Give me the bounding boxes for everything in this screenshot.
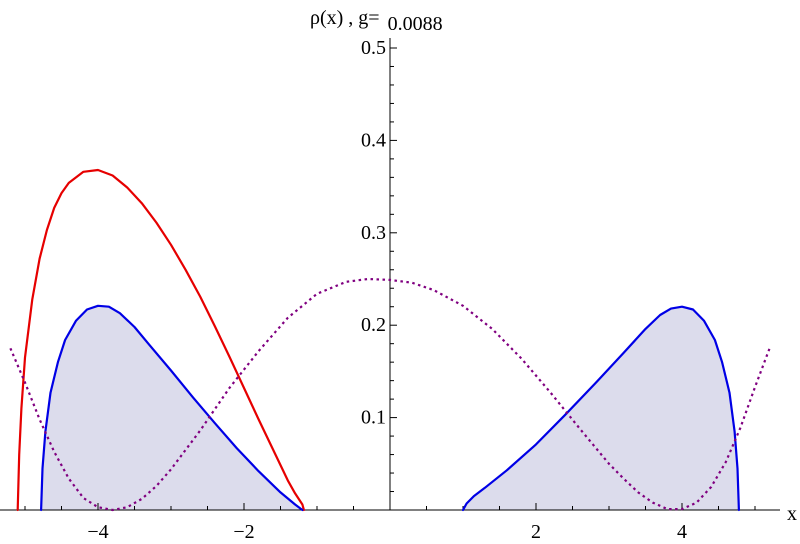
y-tick-label: 0.2	[361, 314, 386, 336]
x-tick-label: 2	[531, 521, 541, 543]
axes	[0, 38, 780, 511]
series-1-fill	[41, 305, 303, 510]
x-tick-label: 4	[677, 521, 687, 543]
curves	[9, 168, 771, 512]
series-2-fill	[463, 306, 739, 510]
title-g-value: 0.0088	[388, 13, 443, 35]
chart-title: ρ(x) , g= 0.0088	[310, 7, 443, 35]
tick-labels: −4 −2 2 4 0.1 0.2 0.3 0.4 0.5	[87, 37, 687, 543]
series-2-line	[461, 305, 740, 512]
y-tick-label: 0.1	[361, 407, 386, 429]
series-0-line	[16, 168, 305, 512]
series-3-line	[9, 277, 771, 512]
x-tick-label: −4	[87, 521, 108, 543]
series-1-line	[40, 304, 304, 512]
y-tick-label: 0.5	[361, 37, 386, 59]
tick-marks	[24, 47, 756, 510]
x-tick-label: −2	[233, 521, 254, 543]
y-tick-label: 0.4	[361, 129, 386, 151]
y-tick-label: 0.3	[361, 222, 386, 244]
title-prefix: ρ(x) , g=	[310, 7, 380, 29]
x-axis-label: x	[787, 503, 797, 525]
filled-areas	[41, 305, 739, 510]
